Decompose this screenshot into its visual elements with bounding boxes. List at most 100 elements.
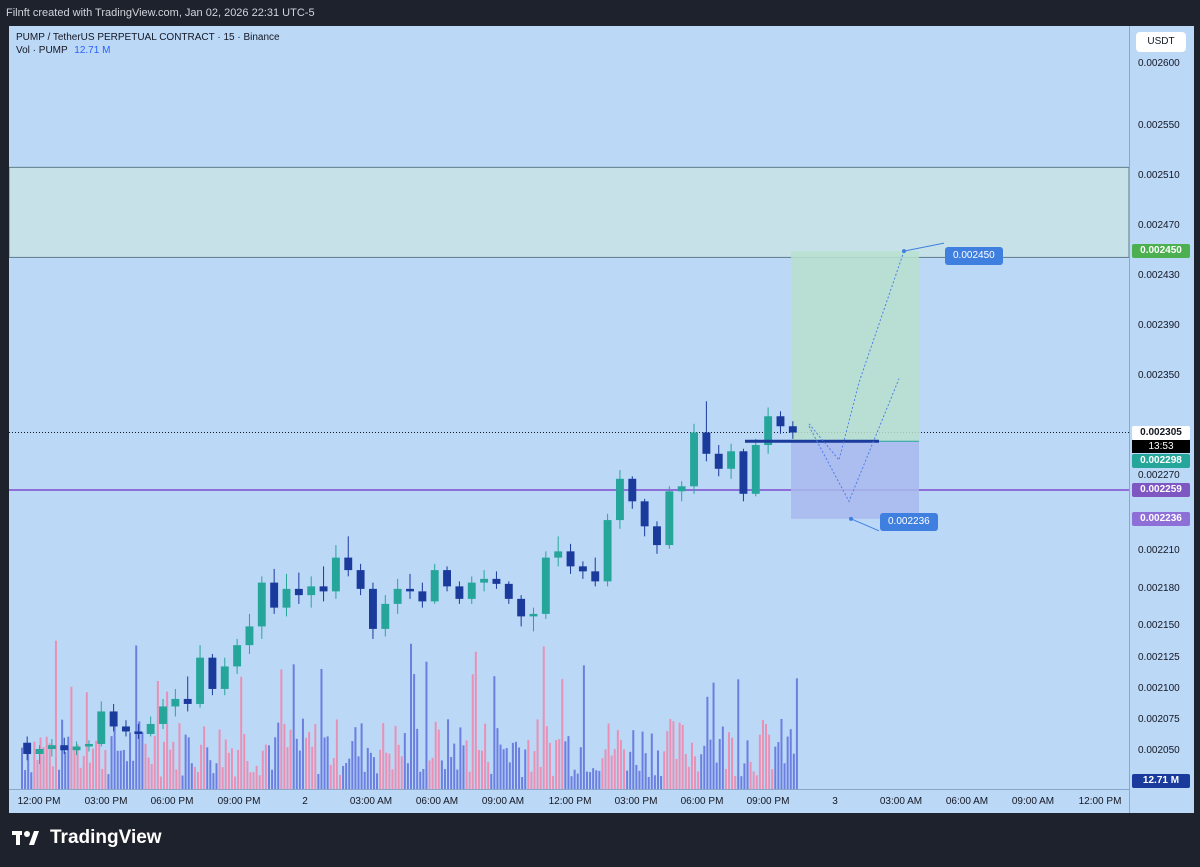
volume-bar (215, 763, 218, 789)
candle (196, 645, 205, 708)
chart-frame: PUMP / TetherUS PERPETUAL CONTRACT · 15 … (9, 26, 1194, 813)
candle-body (640, 501, 649, 527)
volume-bar (314, 724, 317, 789)
stop-anchor-dot (849, 516, 853, 521)
time-tick: 12:00 PM (1078, 796, 1122, 807)
volume-bar (122, 749, 125, 789)
volume-bar (511, 742, 514, 789)
volume-bar (224, 739, 227, 789)
volume-bar (453, 743, 456, 789)
volume-bar (533, 751, 536, 789)
volume-bar (129, 732, 132, 789)
candle (727, 443, 736, 479)
candle (183, 676, 192, 712)
candle (270, 568, 279, 614)
time-tick: 06:00 AM (945, 796, 989, 807)
currency-button[interactable]: USDT (1136, 32, 1186, 52)
volume-bar (644, 753, 647, 789)
symbol-line[interactable]: PUMP / TetherUS PERPETUAL CONTRACT · 15 … (16, 32, 280, 43)
chart-svg[interactable] (9, 26, 1129, 789)
volume-bar (567, 736, 570, 789)
stop-price-label: 0.002236 (1132, 511, 1190, 526)
volume-bar (240, 676, 243, 789)
candle (109, 703, 118, 732)
time-tick: 03:00 AM (879, 796, 923, 807)
candle (406, 573, 414, 599)
volume-bar (616, 730, 619, 789)
candle-body (492, 578, 501, 584)
target-callout[interactable]: 0.002450 (945, 247, 1003, 265)
volume-bar (357, 756, 360, 789)
volume-bar (58, 769, 61, 789)
candle-body (529, 613, 538, 617)
candle (294, 572, 303, 604)
volume-bar (206, 747, 209, 789)
volume-bar (573, 769, 576, 789)
volume-bar (684, 753, 687, 789)
volume-bar (647, 776, 650, 789)
candle-body (196, 657, 205, 704)
volume-bar (641, 731, 644, 789)
volume-bar (660, 775, 663, 789)
volume-legend[interactable]: Vol · PUMP 12.71 M (16, 44, 280, 57)
candle-body (369, 588, 377, 629)
candle-body (97, 711, 106, 744)
candle (677, 481, 686, 502)
candle-body (233, 645, 242, 667)
volume-bar (385, 752, 388, 789)
candle-body (307, 586, 316, 596)
volume-bar (468, 771, 471, 789)
time-tick: 06:00 PM (150, 796, 194, 807)
volume-bar (335, 719, 338, 789)
candle (220, 657, 229, 696)
volume-bar (678, 722, 681, 789)
volume-bar (345, 763, 348, 789)
volume-bar (283, 723, 286, 789)
candle (714, 445, 723, 477)
candle-body (356, 570, 365, 589)
volume-bar (354, 727, 357, 789)
price-axis[interactable]: USDT 0.002600 0.002550 0.002510 0.002470 0.0… (1129, 26, 1194, 813)
volume-bar (295, 738, 298, 789)
volume-bar (70, 686, 73, 789)
volume-bar (548, 742, 551, 789)
candle-body (480, 578, 489, 583)
volume-bar (125, 761, 128, 789)
time-tick: 06:00 AM (415, 796, 459, 807)
volume-bar (715, 762, 718, 789)
volume-bar (465, 740, 468, 789)
candle-body (23, 742, 32, 754)
candle (615, 470, 624, 529)
volume-bar (308, 731, 311, 789)
volume-bar (734, 775, 737, 789)
time-tick: 09:00 PM (746, 796, 790, 807)
volume-bar (437, 729, 440, 789)
volume-bar (456, 769, 459, 789)
price-tick: 0.002050 (1138, 745, 1180, 757)
target-price-label: 0.002450 (1132, 244, 1190, 259)
volume-bar (768, 734, 771, 789)
volume-bar (64, 751, 67, 789)
price-tick: 0.002150 (1138, 620, 1180, 632)
chart-area[interactable]: PUMP / TetherUS PERPETUAL CONTRACT · 15 … (9, 26, 1129, 789)
volume-bar (388, 753, 391, 789)
volume-bar (598, 770, 601, 789)
candle-body (776, 416, 785, 427)
volume-bar (119, 750, 122, 789)
volume-bar (786, 736, 789, 789)
candle-body (159, 706, 167, 724)
volume-bar (718, 738, 721, 789)
volume-bar (175, 769, 178, 789)
volume-bar (656, 750, 659, 789)
price-tick: 0.002550 (1138, 120, 1180, 132)
volume-bar (650, 733, 653, 789)
candle (566, 543, 575, 574)
volume-bar (607, 723, 610, 789)
time-axis[interactable]: 12:00 PM 03:00 PM 06:00 PM 09:00 PM 2 03:00 A… (9, 789, 1129, 813)
candle-body (653, 526, 661, 546)
time-tick: 09:00 AM (481, 796, 525, 807)
volume-bar (54, 640, 57, 789)
candle-body (751, 445, 760, 494)
stop-callout[interactable]: 0.002236 (880, 513, 938, 531)
candle-body (455, 586, 464, 599)
